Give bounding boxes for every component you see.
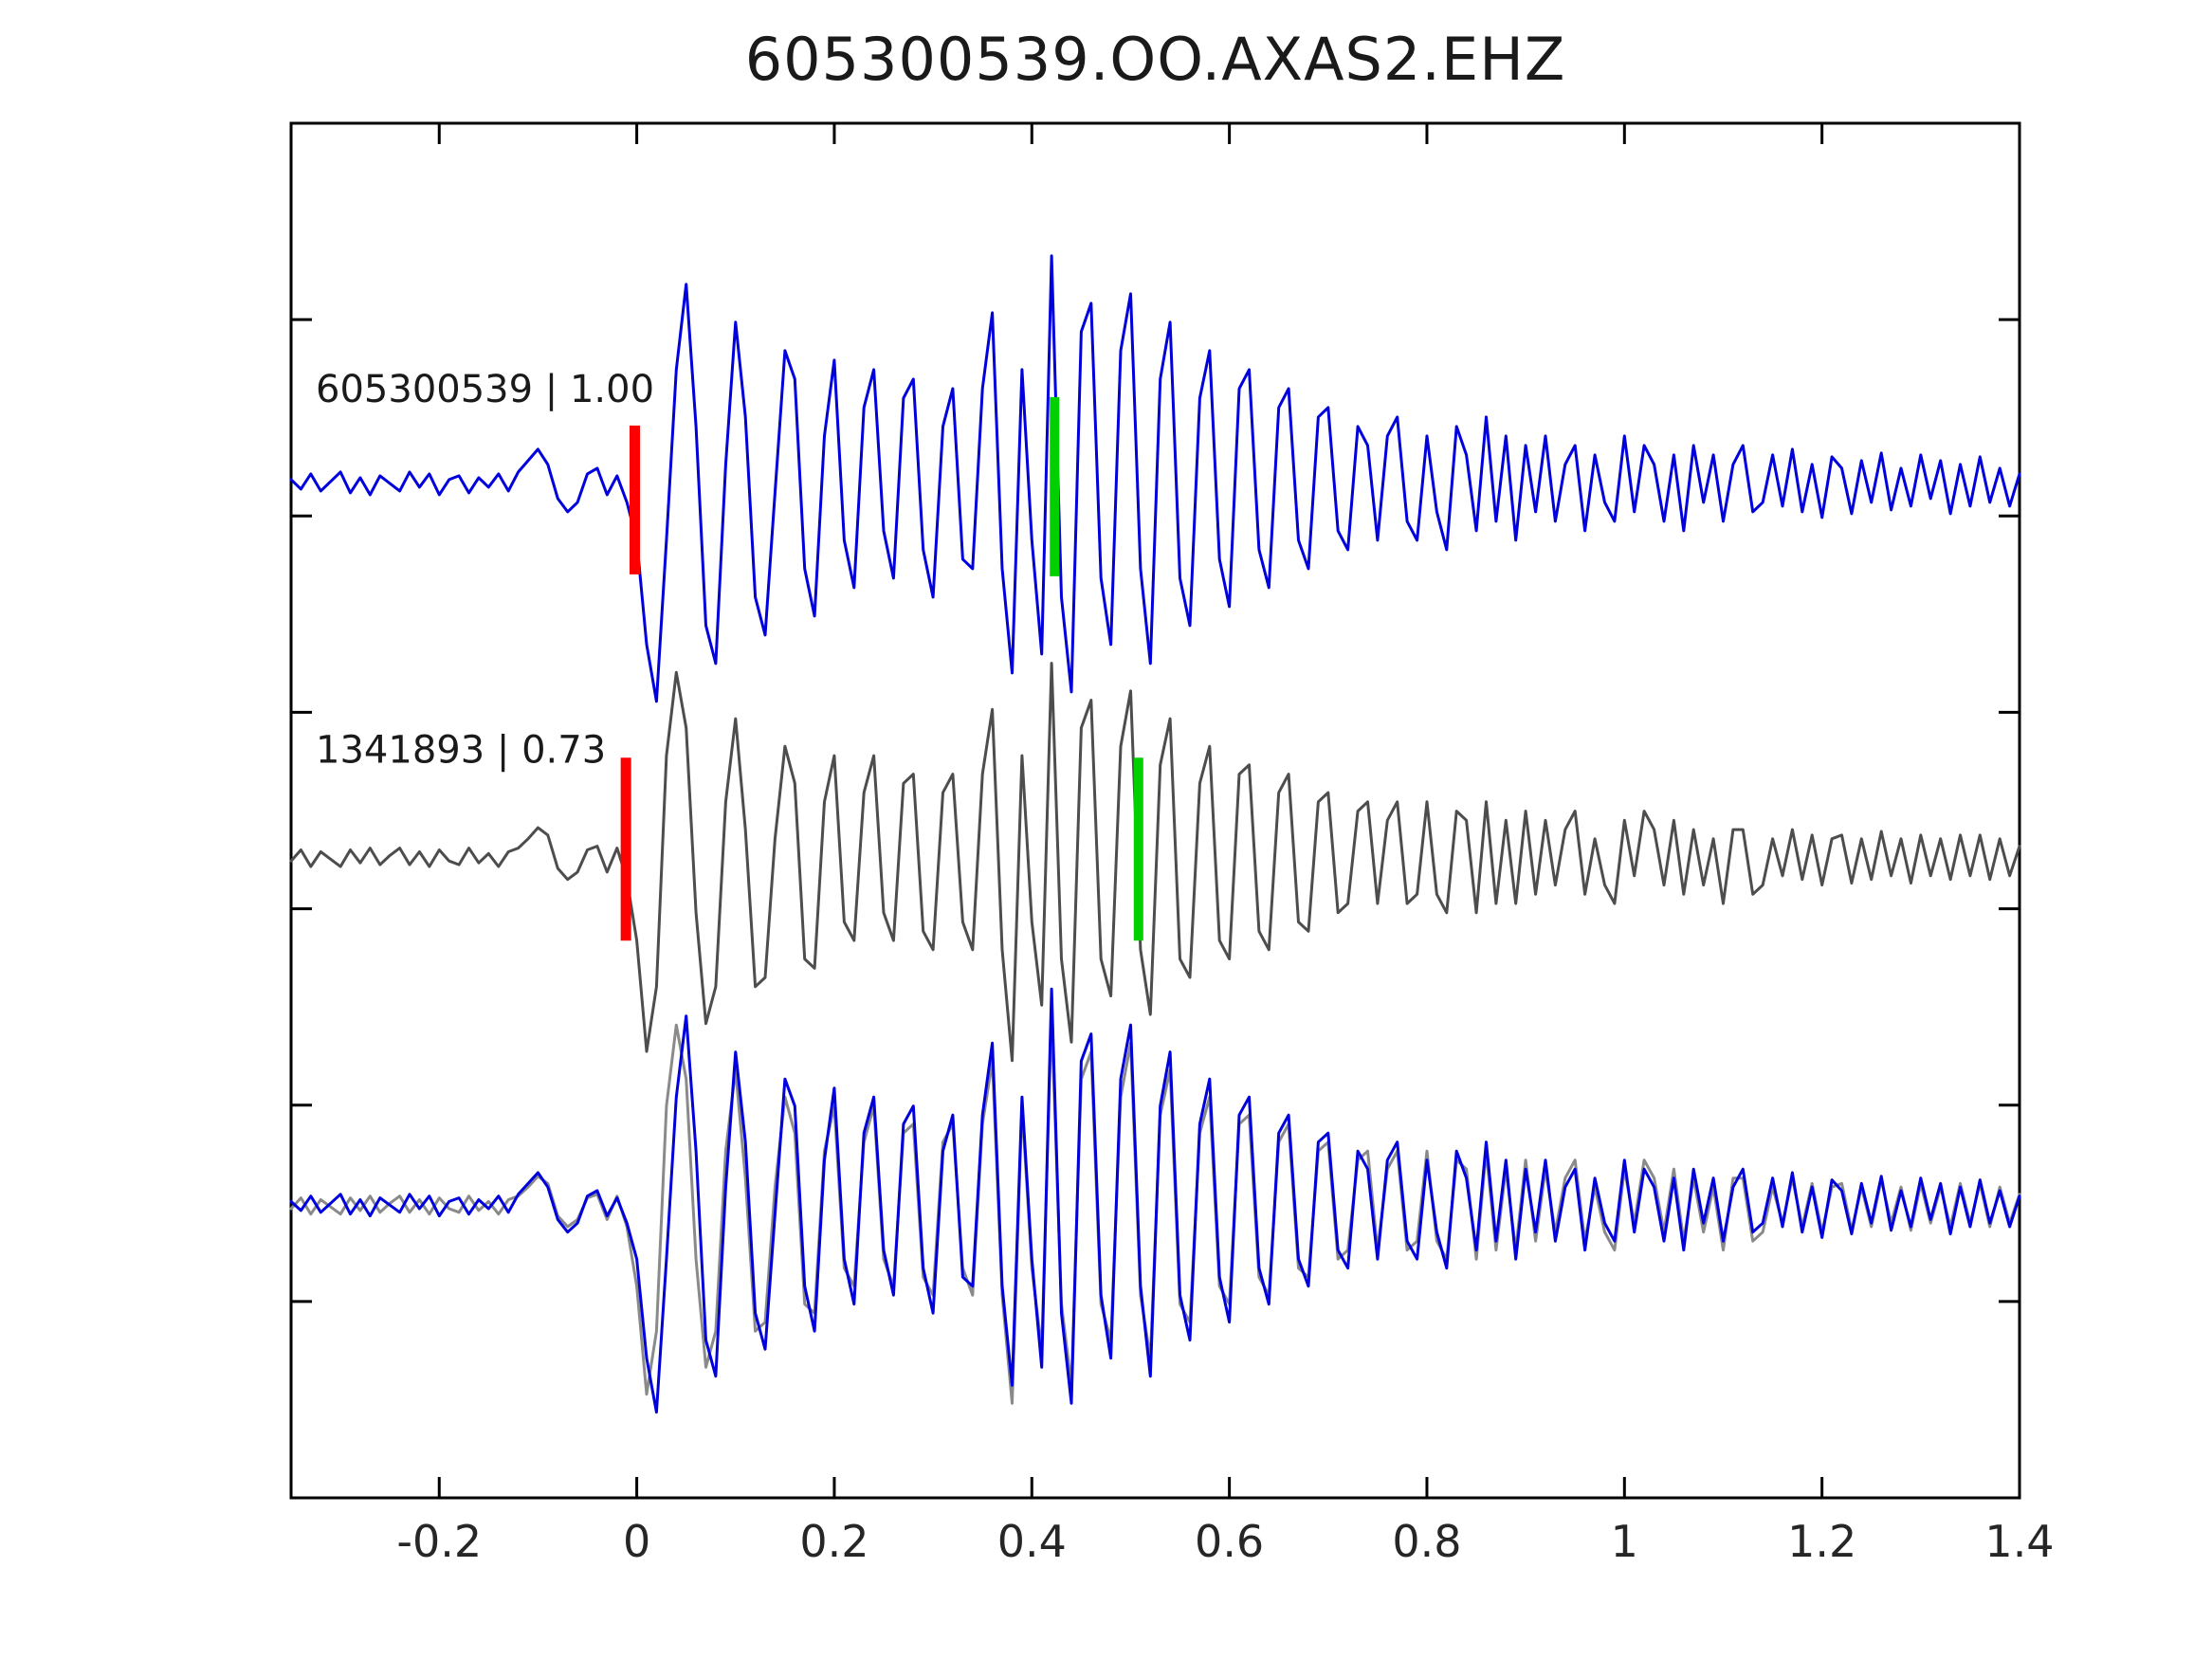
waveform-trace-605300539-template bbox=[289, 987, 2021, 1414]
x-tick-label: -0.2 bbox=[396, 1516, 482, 1567]
trace-label: 605300539 | 1.00 bbox=[316, 368, 654, 411]
trace-label: 1341893 | 0.73 bbox=[316, 728, 606, 772]
x-tick-label: 0.6 bbox=[1195, 1516, 1264, 1567]
x-tick-label: 1.2 bbox=[1787, 1516, 1856, 1567]
x-tick-label: 1 bbox=[1611, 1516, 1638, 1567]
plot-border bbox=[289, 121, 2021, 1500]
x-tick-label: 0.2 bbox=[799, 1516, 868, 1567]
figure-title: 605300539.OO.AXAS2.EHZ bbox=[744, 25, 1566, 94]
x-tick-label: 1.4 bbox=[1984, 1516, 2054, 1567]
x-tick-label: 0.4 bbox=[997, 1516, 1067, 1567]
x-tick-label: 0.8 bbox=[1392, 1516, 1461, 1567]
waveform-trace-605300539-template bbox=[289, 254, 2021, 703]
waveform-trace-1341893-detection_dark bbox=[289, 662, 2021, 1063]
x-tick-label: 0 bbox=[623, 1516, 650, 1567]
